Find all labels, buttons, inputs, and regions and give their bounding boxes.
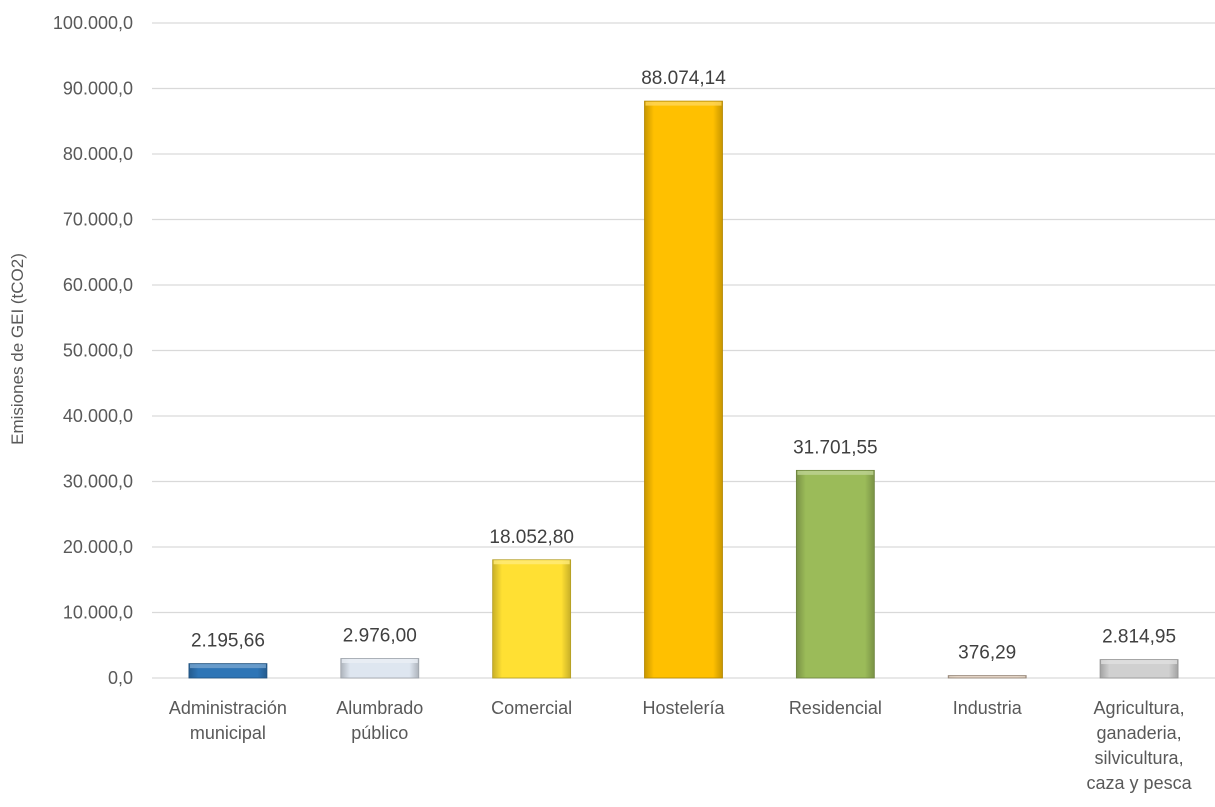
x-tick-label: Residencial — [789, 698, 882, 718]
data-label: 376,29 — [958, 643, 1016, 664]
bar — [492, 559, 572, 679]
x-tick-label: Hostelería — [642, 698, 725, 718]
y-tick-label: 0,0 — [108, 668, 133, 688]
y-tick-label: 10.000,0 — [63, 603, 133, 623]
bar-highlight — [949, 676, 1026, 678]
x-axis-labels: Administración municipal Alumbrado público C… — [169, 698, 1193, 793]
bar — [644, 100, 723, 679]
y-tick-label: 100.000,0 — [53, 13, 133, 33]
data-label: 18.052,80 — [489, 527, 574, 548]
bar-highlight — [341, 659, 418, 664]
bar — [1099, 659, 1179, 679]
data-label: 2.814,95 — [1102, 627, 1176, 648]
x-tick-label: silvicultura, — [1095, 748, 1184, 768]
bar-highlight — [1101, 660, 1178, 665]
y-axis-title: Emisiones de GEI (tCO2) — [8, 253, 27, 445]
x-tick-label: Comercial — [491, 698, 572, 718]
bar-highlight — [797, 470, 874, 475]
y-tick-label: 50.000,0 — [63, 341, 133, 361]
y-tick-label: 60.000,0 — [63, 275, 133, 295]
bar — [340, 658, 420, 679]
data-label: 2.195,66 — [191, 631, 265, 652]
bar-highlight — [189, 664, 266, 669]
y-tick-label: 30.000,0 — [63, 472, 133, 492]
bar-highlight — [645, 101, 722, 106]
y-axis-ticks: 0,0 10.000,0 20.000,0 30.000,0 40.000,0 50.00… — [53, 13, 133, 688]
x-tick-label: Alumbrado — [336, 698, 423, 718]
y-tick-label: 70.000,0 — [63, 210, 133, 230]
bar-highlight — [493, 560, 570, 565]
y-tick-label: 20.000,0 — [63, 537, 133, 557]
x-tick-label: público — [351, 723, 408, 743]
data-label: 88.074,14 — [641, 68, 726, 89]
data-label: 2.976,00 — [343, 626, 417, 647]
y-tick-label: 80.000,0 — [63, 144, 133, 164]
bars — [188, 100, 1179, 679]
data-labels: 2.195,66 2.976,00 18.052,80 88.074,14 31.701… — [191, 68, 1176, 663]
y-tick-label: 40.000,0 — [63, 406, 133, 426]
data-label: 31.701,55 — [793, 437, 878, 458]
x-tick-label: caza y pesca — [1087, 773, 1193, 793]
x-tick-label: municipal — [190, 723, 266, 743]
x-tick-label: ganaderia, — [1097, 723, 1182, 743]
y-tick-label: 90.000,0 — [63, 79, 133, 99]
bar — [795, 469, 875, 679]
x-tick-label: Industria — [953, 698, 1023, 718]
x-tick-label: Administración — [169, 698, 287, 718]
x-tick-label: Agricultura, — [1094, 698, 1185, 718]
